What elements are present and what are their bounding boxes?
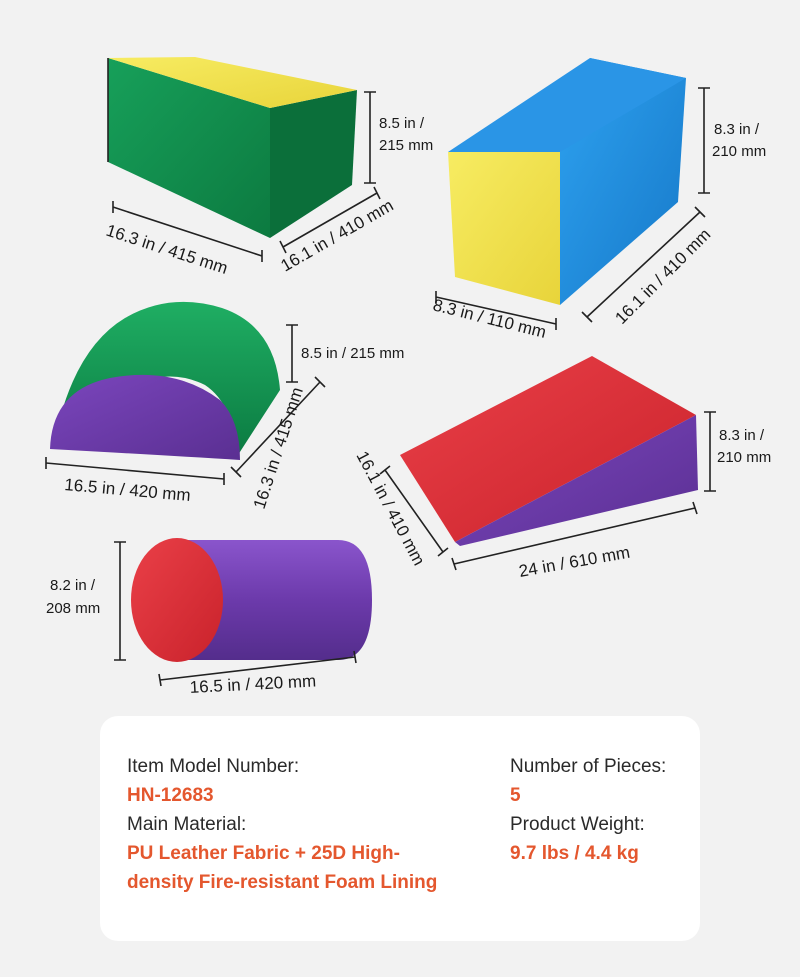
wedge-piece [400, 356, 698, 546]
half-cylinder-piece [50, 301, 280, 460]
model-number-value: HN-12683 [127, 785, 214, 806]
cylinder-height-label-2: 208 mm [46, 600, 100, 617]
wedge-height-label: 8.3 in / [719, 427, 765, 444]
cube-front-face [108, 58, 270, 238]
pieces-label: Number of Pieces: [510, 756, 667, 777]
half-cylinder-height-label: 8.5 in / 215 mm [301, 345, 404, 362]
specs-left-column: Item Model Number: HN-12683 Main Materia… [127, 752, 487, 897]
half-cylinder-top [60, 301, 280, 458]
cylinder-piece [131, 538, 372, 662]
material-value-line1: PU Leather Fabric + 25D High- [127, 843, 400, 864]
block-top-face [448, 58, 686, 152]
product-illustration: 8.5 in / 215 mm 16.3 in / 415 mm 16.1 in… [45, 57, 771, 697]
cylinder-body [177, 540, 372, 660]
wedge-slope-face [400, 356, 696, 542]
wedge-height-label-2: 210 mm [717, 449, 771, 466]
material-label: Main Material: [127, 814, 247, 835]
rectangular-block-piece [448, 58, 686, 305]
pieces-value: 5 [510, 785, 521, 806]
model-number-label: Item Model Number: [127, 756, 300, 777]
weight-value: 9.7 lbs / 4.4 kg [510, 843, 639, 864]
half-cylinder-height-dimension: 8.5 in / 215 mm [286, 324, 404, 383]
cube-height-label: 8.5 in / [379, 115, 425, 132]
block-height-label: 8.3 in / [714, 121, 760, 138]
cylinder-end-face [131, 538, 223, 662]
wedge-height-dimension: 8.3 in / 210 mm [704, 411, 771, 492]
cylinder-length-label: 16.5 in / 420 mm [189, 671, 316, 697]
cube-height-dimension: 8.5 in / 215 mm [364, 91, 433, 184]
half-cylinder-width-label: 16.5 in / 420 mm [64, 475, 192, 505]
block-front-face [448, 152, 560, 305]
cube-height-label-2: 215 mm [379, 137, 433, 154]
cube-top-face [108, 57, 357, 108]
half-cylinder-end-face [50, 374, 240, 460]
wedge-length-label: 24 in / 610 mm [517, 543, 631, 581]
wedge-side-face [455, 415, 698, 546]
cube-piece [107, 57, 357, 238]
block-width-label: 8.3 in / 110 mm [431, 295, 548, 341]
block-height-label-2: 210 mm [712, 143, 766, 160]
cube-side-face [270, 90, 357, 238]
half-cylinder-width-dimension: 16.5 in / 420 mm [45, 457, 225, 505]
specs-card: Item Model Number: HN-12683 Main Materia… [100, 716, 700, 941]
block-height-dimension: 8.3 in / 210 mm [698, 87, 766, 194]
material-value-line2: density Fire-resistant Foam Lining [127, 872, 438, 893]
cylinder-height-dimension: 8.2 in / 208 mm [46, 541, 126, 661]
cylinder-height-label: 8.2 in / [50, 577, 96, 594]
specs-right-column: Number of Pieces: 5 Product Weight: 9.7 … [510, 752, 690, 868]
weight-label: Product Weight: [510, 814, 645, 835]
cube-width-label: 16.3 in / 415 mm [104, 221, 230, 278]
